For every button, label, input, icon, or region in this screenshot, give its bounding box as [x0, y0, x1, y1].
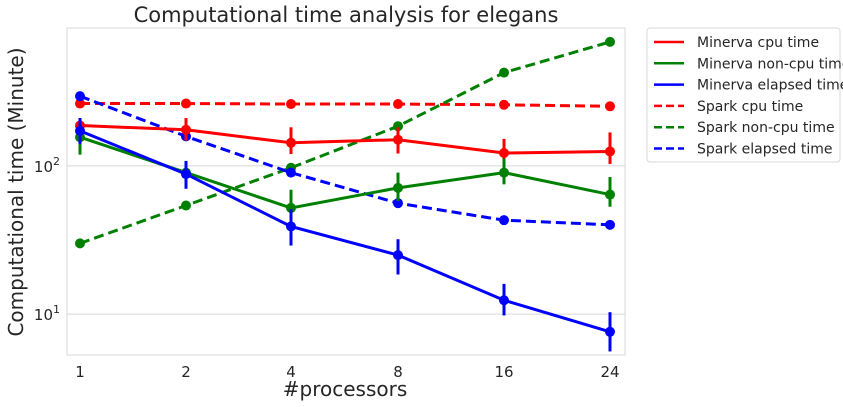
data-point: [75, 238, 85, 249]
data-point: [393, 134, 403, 145]
data-point: [499, 99, 509, 110]
data-point: [75, 98, 85, 109]
y-tick-base: 10: [34, 158, 53, 176]
series-minerva-cpu-time: [75, 118, 615, 164]
x-tick-label: 16: [494, 363, 513, 381]
legend-frame: [646, 27, 841, 163]
y-tick-base: 10: [34, 306, 53, 324]
data-point: [499, 295, 509, 306]
data-point: [393, 198, 403, 209]
data-point: [286, 99, 296, 110]
data-point: [499, 148, 509, 159]
y-tick-label: 101: [34, 303, 60, 324]
y-tick-label: 102: [34, 155, 60, 176]
data-point: [393, 121, 403, 132]
data-point: [286, 137, 296, 148]
data-point: [605, 146, 615, 157]
legend-label: Minerva non-cpu time: [697, 56, 843, 72]
series-line: [79, 129, 611, 334]
data-point: [499, 167, 509, 178]
legend-label: Spark non-cpu time: [697, 120, 835, 136]
y-axis-label: Computational time (Minute): [4, 47, 28, 336]
legend-label: Minerva cpu time: [697, 35, 819, 51]
data-point: [605, 189, 615, 200]
data-point: [181, 169, 191, 180]
data-point: [181, 200, 191, 211]
data-point: [286, 167, 296, 178]
series-minerva-elapsed-time: [75, 118, 615, 352]
x-axis-label: #processors: [283, 377, 408, 401]
y-tick-exponent: 2: [53, 155, 60, 168]
data-point: [181, 98, 191, 109]
legend-label: Spark cpu time: [697, 99, 803, 115]
data-point: [75, 125, 85, 136]
data-point: [75, 91, 85, 102]
x-tick-labels: 1 2 4 8 16 24: [75, 363, 619, 381]
data-point: [605, 326, 615, 337]
data-point: [286, 221, 296, 232]
series-line: [79, 40, 611, 245]
x-tick-label: 2: [181, 363, 191, 381]
series-line: [79, 124, 611, 155]
data-point: [393, 250, 403, 261]
legend-label: Spark elapsed time: [697, 142, 833, 158]
legend-label: Minerva elapsed time: [697, 78, 843, 94]
gridlines: [67, 165, 625, 315]
data-point: [605, 36, 615, 47]
legend: Minerva cpu time Minerva non-cpu time Mine…: [646, 27, 843, 163]
series-layer: [75, 36, 615, 352]
data-point: [499, 67, 509, 78]
series-spark-cpu-time: [75, 98, 615, 112]
plot-area: [66, 27, 626, 356]
series-line: [80, 102, 611, 108]
x-tick-label: 8: [393, 363, 403, 381]
data-point: [605, 101, 615, 112]
y-tick-exponent: 1: [53, 303, 60, 316]
data-point: [181, 124, 191, 135]
chart-title: Computational time analysis for elegans: [134, 3, 559, 27]
x-tick-label: 4: [286, 363, 296, 381]
data-point: [499, 215, 509, 226]
data-point: [286, 202, 296, 213]
data-point: [393, 182, 403, 193]
data-point: [605, 219, 615, 230]
x-tick-label: 1: [75, 363, 85, 381]
data-point: [393, 99, 403, 110]
x-tick-label: 24: [600, 363, 619, 381]
